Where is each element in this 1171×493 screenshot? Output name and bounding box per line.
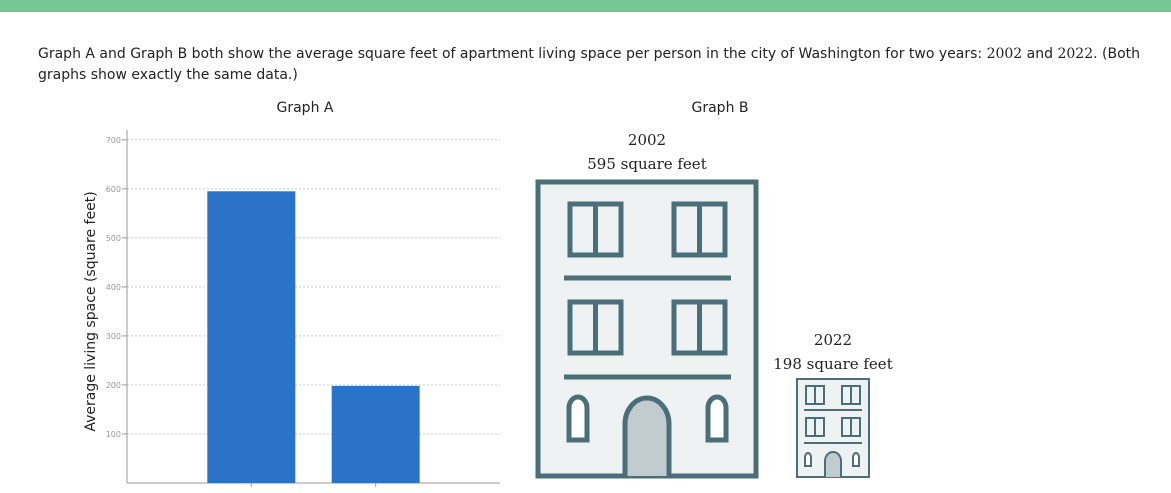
y-tick-label-200: 200 (106, 381, 121, 390)
y-tick-label-400: 400 (106, 283, 121, 292)
y-axis-label: Average living space (square feet) (83, 191, 99, 431)
y-tick-label-700: 700 (106, 136, 121, 145)
y-tick-label-500: 500 (106, 234, 121, 243)
top-accent-bar (0, 0, 1171, 12)
prompt-year-2022: 2022 (1057, 46, 1094, 62)
bar-2002 (207, 191, 296, 483)
building-large-value: 595 square feet (587, 155, 706, 173)
y-tick-label-100: 100 (106, 430, 121, 439)
building-large-icon (535, 179, 759, 479)
y-tick-label-600: 600 (106, 185, 121, 194)
y-tick-label-300: 300 (106, 332, 121, 341)
building-small-year: 2022 (814, 331, 852, 349)
graph-b-title: Graph B (691, 100, 749, 116)
building-large-year: 2002 (628, 131, 666, 149)
prompt-year-2002: 2002 (986, 46, 1023, 62)
graph-a-bar-chart: 100 200 300 400 500 600 700 Average living spac… (83, 130, 500, 487)
bar-2022 (331, 385, 420, 483)
question-prompt: Graph A and Graph B both show the averag… (38, 46, 1141, 83)
building-small-value: 198 square feet (773, 355, 892, 373)
building-small-icon (796, 378, 870, 478)
graph-a-title: Graph A (276, 100, 334, 116)
